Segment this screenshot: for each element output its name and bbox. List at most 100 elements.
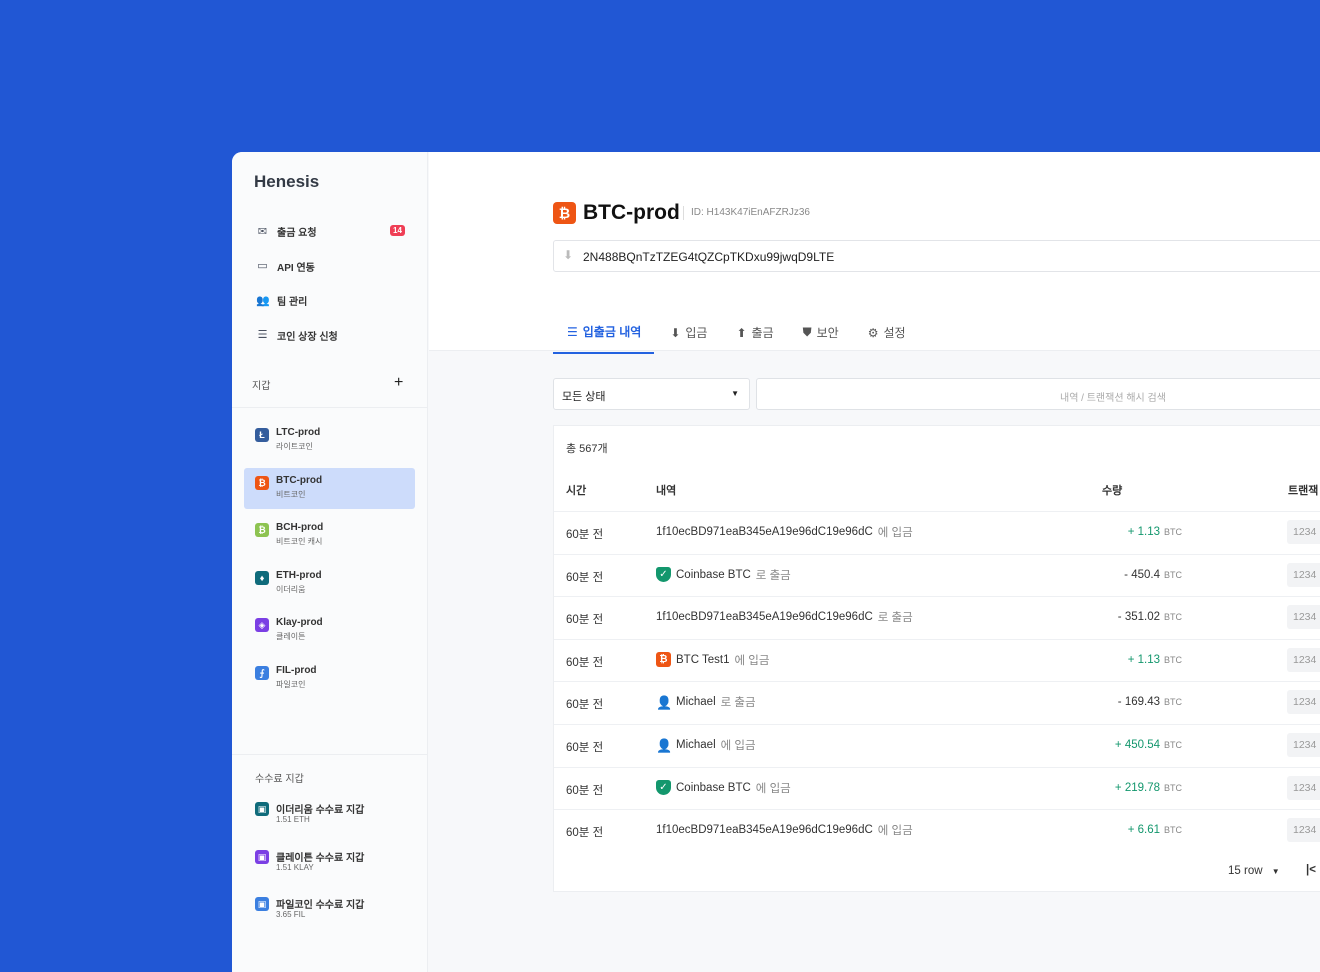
amount-value: 450.54 [1124,739,1160,751]
row-tx-hash[interactable]: 1234 [1287,647,1320,672]
row-description: ✓ Coinbase BTC 에 입금 [656,780,791,796]
amount-value: 450.4 [1131,568,1160,581]
row-party: 1f10ecBD971eaB345eA19e96dC19e96dC [656,611,873,624]
shield-icon: ⛊ [802,325,812,339]
wallet-name: 이더리움 수수료 지갑 [276,805,365,816]
wallet-section-label: 지갑 [252,381,271,392]
row-tx-hash[interactable]: 1234 [1287,520,1320,544]
row-action: 에 입금 [734,654,770,667]
amount-unit: BTC [1164,782,1182,793]
row-tx-hash[interactable]: 1234 [1287,733,1320,757]
row-description: ✓ Coinbase BTC 로 출금 [656,567,791,583]
wallet-item-eth-prod[interactable]: ♦ ETH-prod 이더리움 [244,563,415,604]
amount-sign: + [1127,653,1135,666]
wallet-icon: ▣ [255,802,269,816]
row-description: 👤 Michael 로 출금 [656,694,756,710]
sidebar-item-3[interactable]: ☰ 코인 상장 신청 [256,328,338,343]
tab-2[interactable]: ⬆ 출금 [736,320,773,354]
column-header-description: 내역 [656,485,677,497]
wallet-item-ltc-prod[interactable]: Ł LTC-prod 라이트코인 [244,420,415,461]
coin-icon: ₿ [255,523,269,537]
amount-value: 169.43 [1124,696,1160,709]
table-row[interactable]: 60분 전 ₿ BTC Test1 에 입금 + 1.13 BTC 1234 [554,638,1320,682]
tab-label: 보안 [816,326,839,340]
total-count: 총 567개 [566,443,608,455]
divider [232,407,428,408]
table-row[interactable]: 60분 전 1f10ecBD971eaB345eA19e96dC19e96dC 에 … [554,809,1320,852]
row-party: BTC Test1 [676,653,730,666]
amount-unit: BTC [1164,825,1182,836]
fee-wallet-item[interactable]: ▣ 이더리움 수수료 지갑 1.51 ETH [244,794,415,835]
add-wallet-button[interactable]: + [394,374,404,391]
row-tx-hash[interactable]: 1234 [1287,818,1320,843]
fee-section-label: 수수료 지갑 [255,774,304,785]
wallet-icon: ▣ [255,849,269,864]
divider [683,206,684,220]
tab-label: 입출금 내역 [582,325,642,339]
wallet-icon: ▣ [255,897,269,911]
amount-sign: - [1124,568,1129,581]
column-header-tx: 트랜잭 [1288,485,1319,497]
wallet-name: Klay-prod [276,617,323,628]
column-header-amount: 수량 [1102,485,1123,497]
row-tx-hash[interactable]: 1234 [1287,605,1320,630]
table-header: 시간 내역 수량 트랜잭 [554,468,1320,511]
tab-0[interactable]: ☰ 입출금 내역 [553,320,655,354]
tab-1[interactable]: ⬇ 입금 [670,320,707,354]
sidebar-item-0[interactable]: ✉ 출금 요청 [256,224,317,239]
deposit-address-field[interactable]: ⬇ 2N488BQnTzTZEG4tQZCpTKDxu99jwqD9LTE [553,240,1320,272]
table-row[interactable]: 60분 전 ✓ Coinbase BTC 에 입금 + 219.78 BTC 1234 [554,766,1320,810]
tab-3[interactable]: ⛊ 보안 [803,320,839,354]
rows-per-page-value: 15 row [1228,865,1263,877]
table-row[interactable]: 60분 전 ✓ Coinbase BTC 로 출금 - 450.4 BTC 1234 [554,553,1320,597]
logo: Henesis [254,172,320,191]
search-input[interactable]: 내역 / 트랜잭션 해시 검색 [756,378,1320,410]
sidebar-item-label: 출금 요청 [277,228,317,239]
row-party: Coinbase BTC [676,781,751,794]
status-filter-select[interactable]: 모든 상태 ▼ [553,378,750,410]
coin-icon: ◈ [255,618,269,632]
row-action: 로 출금 [755,569,791,582]
wallet-item-fil-prod[interactable]: ⨍ FIL-prod 파일코인 [244,658,415,699]
rows-per-page-select[interactable]: 15 row ▼ [1228,865,1280,877]
row-description: 1f10ecBD971eaB345eA19e96dC19e96dC 로 출금 [656,609,913,625]
wallet-name: BCH-prod [276,522,324,533]
row-description: ₿ BTC Test1 에 입금 [656,652,769,668]
amount-unit: BTC [1164,527,1182,537]
upload-icon: ⬆ [736,325,747,340]
row-tx-hash[interactable]: 1234 [1287,562,1320,587]
wallet-item-bch-prod[interactable]: ₿ BCH-prod 비트코인 캐시 [244,515,415,556]
amount-value: 219.78 [1124,781,1160,794]
amount-value: 1.13 [1137,653,1160,666]
row-tx-hash[interactable]: 1234 [1287,775,1320,800]
wallet-id: ID: H143K47iEnAFZRJz36 [691,207,810,218]
fee-wallet-item[interactable]: ▣ 파일코인 수수료 지갑 3.65 FIL [244,889,415,930]
coin-icon: ₿ [255,475,269,490]
row-tx-hash[interactable]: 1234 [1287,690,1320,715]
tab-label: 출금 [751,326,774,340]
wallet-name: ETH-prod [276,569,322,581]
row-amount: - 169.43 BTC [1118,696,1182,708]
row-amount: + 1.13 BTC [1128,654,1182,666]
wallet-coin: 비트코인 [276,489,306,499]
table-row[interactable]: 60분 전 👤 Michael 에 입금 + 450.54 BTC 1234 [554,724,1320,767]
wallet-item-klay-prod[interactable]: ◈ Klay-prod 클레이튼 [244,610,415,651]
row-time: 60분 전 [566,699,604,712]
wallet-item-btc-prod[interactable]: ₿ BTC-prod 비트코인 [244,467,415,509]
row-party: 1f10ecBD971eaB345eA19e96dC19e96dC [656,824,873,837]
table-row[interactable]: 60분 전 1f10ecBD971eaB345eA19e96dC19e96dC 에 … [554,511,1320,554]
amount-unit: BTC [1164,697,1182,708]
row-action: 로 출금 [877,612,913,625]
tab-4[interactable]: ⚙ 설정 [868,320,906,354]
row-amount: + 450.54 BTC [1115,739,1182,751]
row-description: 1f10ecBD971eaB345eA19e96dC19e96dC 에 입금 [656,524,913,540]
notification-badge: 14 [390,225,405,236]
sidebar-item-2[interactable]: 👥 팀 관리 [256,293,307,308]
table-row[interactable]: 60분 전 1f10ecBD971eaB345eA19e96dC19e96dC 로 … [554,596,1320,639]
page-title: BTC-prod [583,201,680,224]
table-row[interactable]: 60분 전 👤 Michael 로 출금 - 169.43 BTC 1234 [554,681,1320,724]
row-time: 60분 전 [566,614,604,627]
first-page-icon[interactable]: |< [1306,864,1316,876]
fee-wallet-item[interactable]: ▣ 클레이튼 수수료 지갑 1.51 KLAY [244,842,415,883]
sidebar-item-1[interactable]: ▭ API 연동 [256,259,315,274]
